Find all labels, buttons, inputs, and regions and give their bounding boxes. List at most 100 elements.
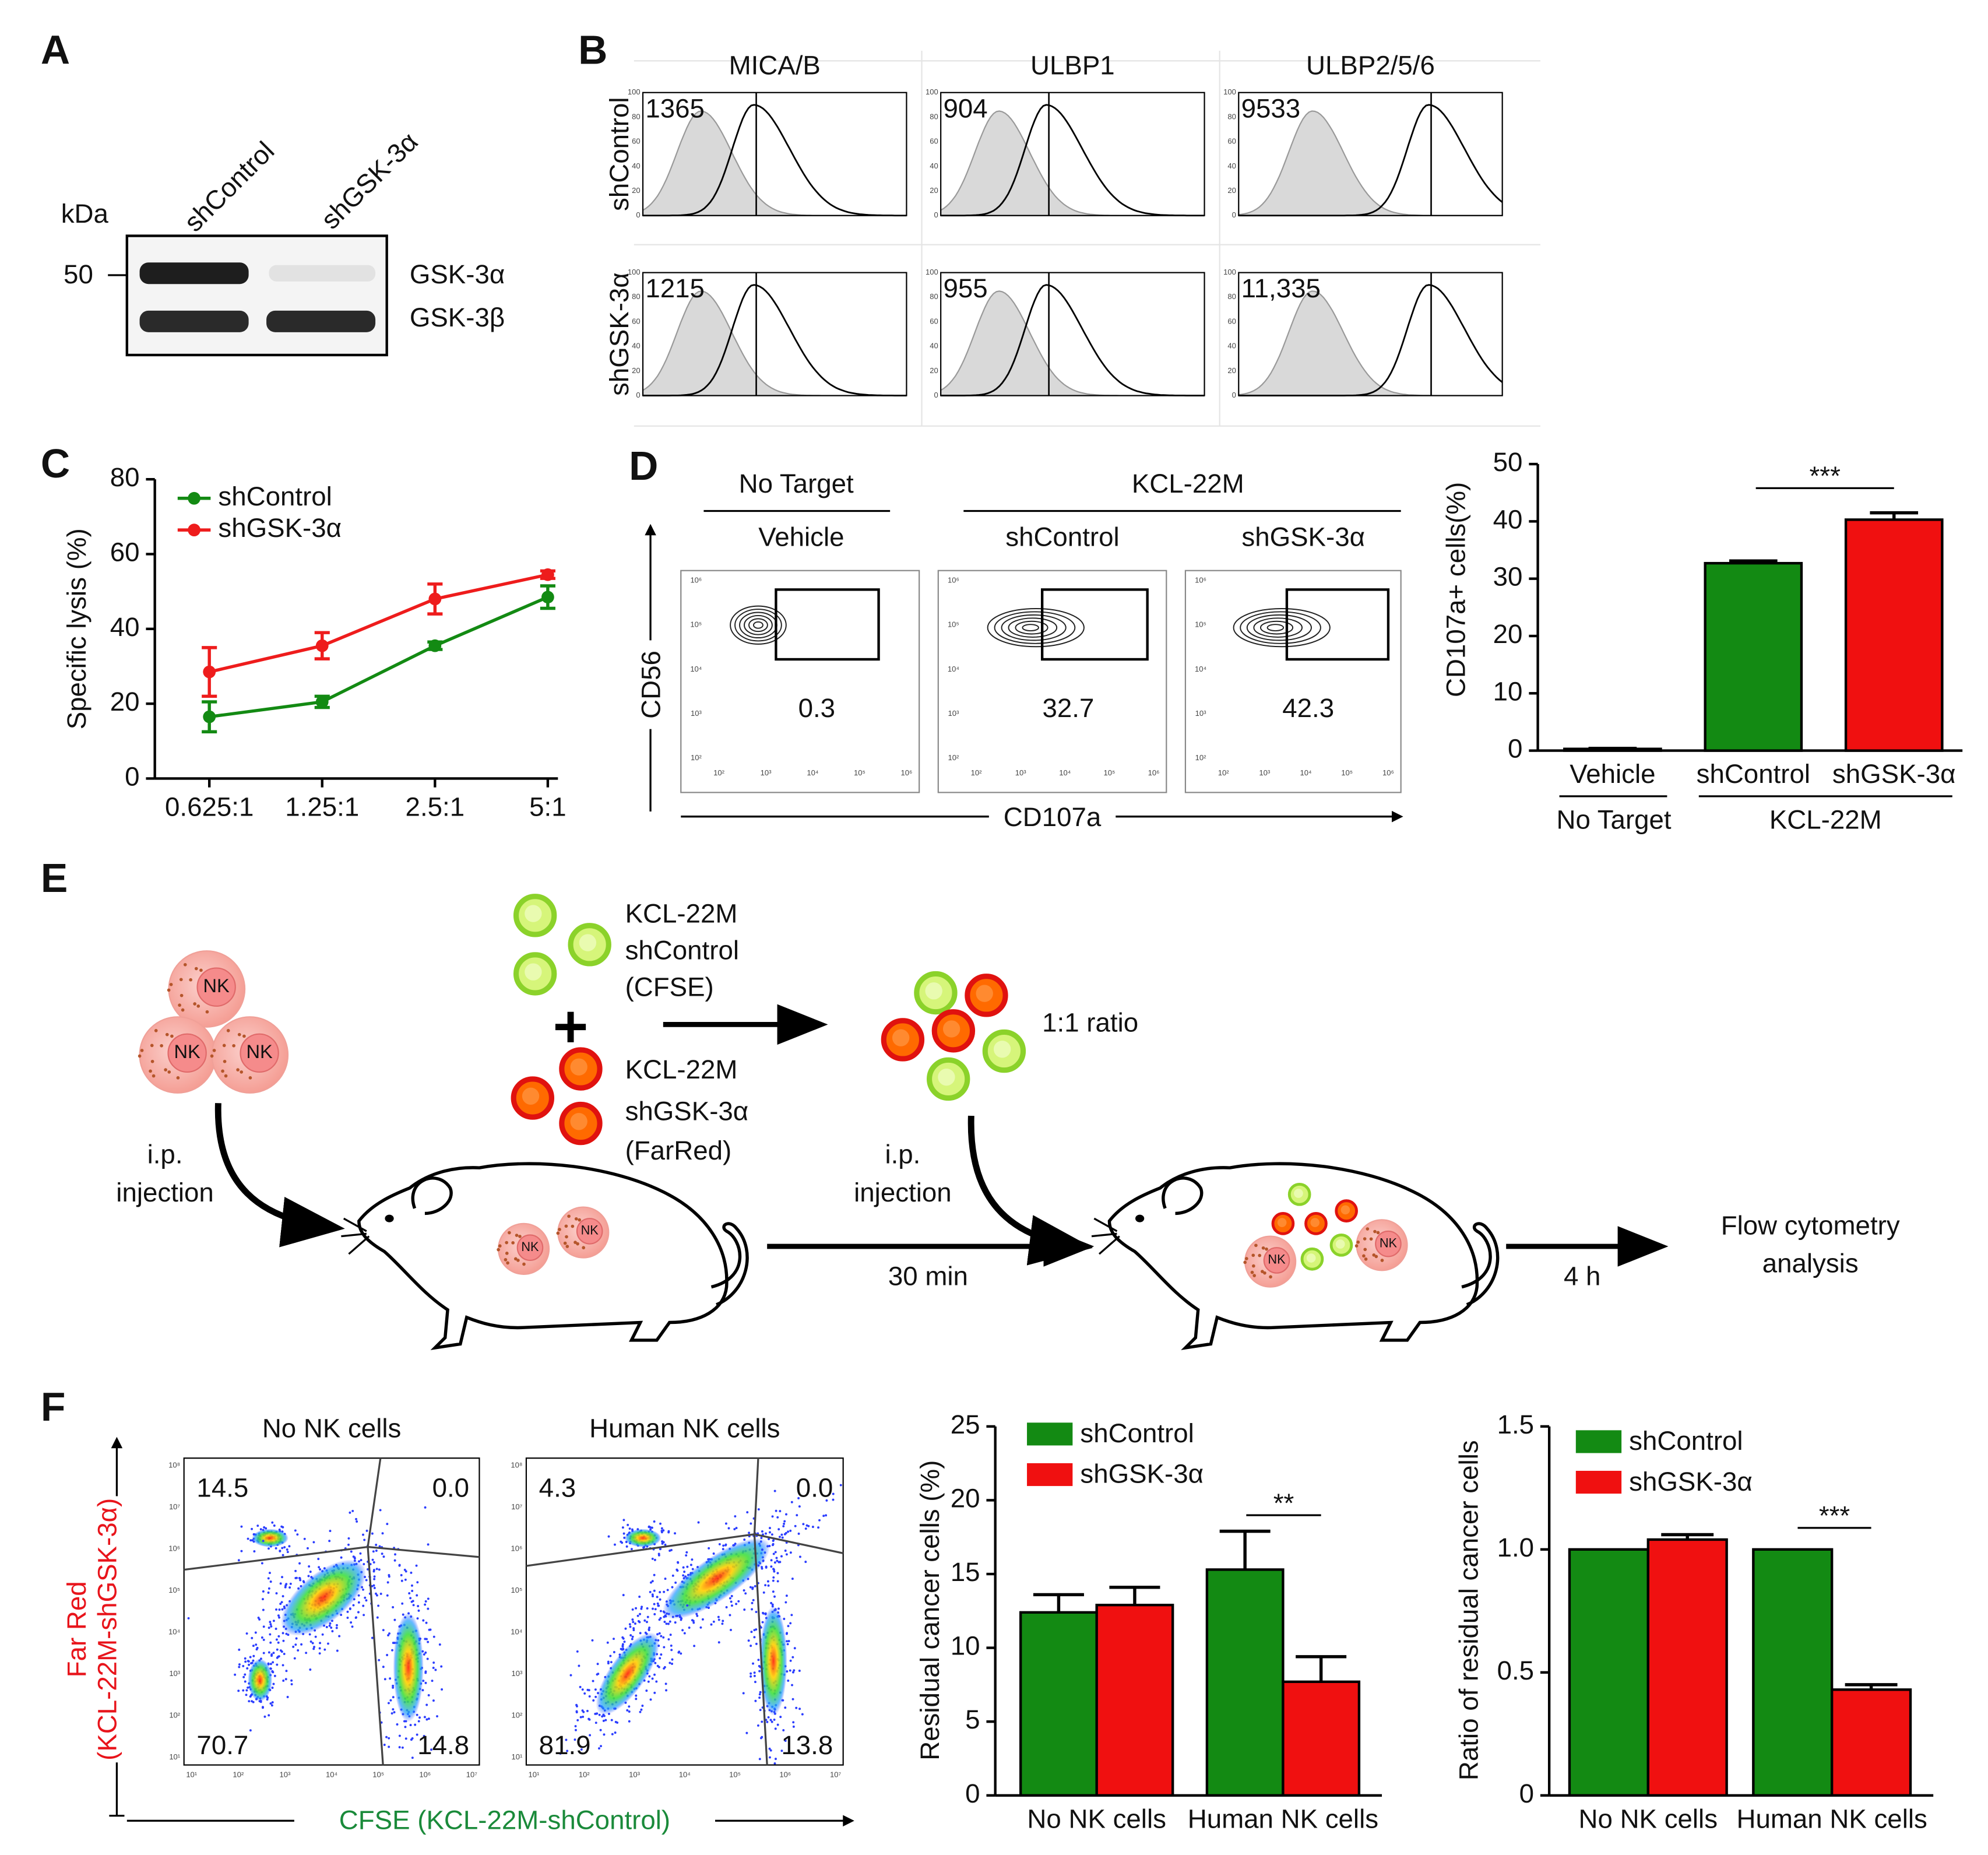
event-dot [766, 1720, 769, 1723]
event-dot [275, 1608, 277, 1611]
event-dot [270, 1704, 273, 1707]
event-dot [282, 1664, 284, 1667]
event-dot [416, 1581, 419, 1584]
event-dot [659, 1591, 662, 1594]
step-label: i.p. [147, 1140, 183, 1169]
event-dot [268, 1547, 270, 1550]
granule [167, 1070, 171, 1074]
axis-tick-label: 60 [930, 137, 938, 146]
event-dot [762, 1612, 765, 1615]
event-dot [416, 1713, 418, 1716]
event-dot [649, 1590, 652, 1593]
event-dot [307, 1575, 310, 1578]
axis-tick-label: 10³ [1015, 768, 1026, 777]
event-dot [751, 1608, 754, 1611]
event-dot [398, 1734, 401, 1737]
event-dot [268, 1587, 270, 1590]
y-tick-label: 40 [1493, 504, 1523, 534]
event-dot [667, 1622, 670, 1625]
event-dot [391, 1649, 393, 1652]
event-dot [401, 1746, 404, 1749]
granule [574, 1217, 578, 1221]
arrow [967, 1115, 1093, 1266]
event-dot [371, 1558, 374, 1561]
event-dot [356, 1520, 358, 1523]
event-dot [400, 1574, 403, 1576]
event-dot [262, 1540, 265, 1543]
axis-tick-label: 10⁷ [830, 1770, 841, 1779]
event-dot [269, 1580, 272, 1583]
granule [150, 1059, 154, 1063]
event-dot [817, 1526, 820, 1529]
event-dot [753, 1674, 756, 1677]
event-dot [653, 1673, 656, 1676]
gate [775, 588, 880, 661]
x-tick-label: Human NK cells [1188, 1804, 1378, 1833]
event-dot [660, 1635, 663, 1638]
event-dot [375, 1544, 378, 1546]
granule [1265, 1247, 1268, 1251]
event-dot [362, 1588, 364, 1591]
event-dot [422, 1619, 425, 1622]
event-dot [425, 1703, 428, 1706]
event-dot [350, 1550, 353, 1553]
granule [1261, 1270, 1264, 1273]
event-dot [779, 1561, 782, 1564]
event-dot [710, 1623, 713, 1626]
readout-label: analysis [1762, 1249, 1859, 1278]
event-dot [783, 1522, 786, 1525]
cell-highlight [892, 1029, 910, 1046]
event-dot [791, 1578, 794, 1580]
event-dot [629, 1634, 632, 1637]
event-dot [610, 1719, 613, 1722]
event-dot [582, 1710, 585, 1713]
event-dot [249, 1695, 252, 1698]
event-dot [832, 1498, 835, 1501]
axis-tick-label: 10² [948, 753, 959, 762]
plot-frame [642, 272, 907, 396]
event-dot [839, 1484, 842, 1487]
event-dot [309, 1668, 312, 1671]
event-dot [372, 1584, 375, 1587]
event-dot [693, 1645, 696, 1647]
event-dot [786, 1643, 789, 1646]
x-axis-label: CD107a [1004, 802, 1102, 832]
event-dot [631, 1618, 634, 1621]
event-dot [432, 1661, 435, 1664]
granule [222, 1044, 226, 1048]
event-dot [825, 1514, 828, 1517]
axis-tick-label: 10³ [1259, 768, 1270, 777]
plot-frame [642, 92, 907, 216]
event-dot [621, 1541, 624, 1544]
event-dot [656, 1602, 659, 1605]
event-dot [628, 1705, 631, 1708]
event-dot [662, 1636, 665, 1639]
event-dot [770, 1720, 773, 1723]
event-dot [660, 1530, 663, 1533]
event-dot [594, 1688, 597, 1691]
contour [1015, 620, 1048, 635]
event-dot [765, 1565, 768, 1568]
event-dot [377, 1604, 380, 1607]
event-dot [656, 1596, 659, 1598]
event-dot [634, 1622, 636, 1625]
axis-tick-label: 10³ [280, 1770, 291, 1779]
event-dot [632, 1627, 635, 1630]
event-dot [751, 1587, 754, 1590]
cell-highlight [976, 985, 993, 1002]
granule [498, 1244, 502, 1248]
event-dot [595, 1712, 597, 1715]
event-dot [599, 1728, 602, 1731]
granule [236, 1068, 240, 1071]
event-dot [775, 1758, 777, 1761]
event-dot [759, 1737, 762, 1740]
density-core [596, 1632, 660, 1715]
granule [513, 1257, 518, 1261]
event-dot [598, 1747, 600, 1750]
event-dot [783, 1520, 786, 1523]
granule [1250, 1270, 1254, 1274]
event-dot [278, 1616, 280, 1619]
cell-label: NK [581, 1223, 599, 1238]
axis-tick-label: 100 [1223, 87, 1236, 96]
